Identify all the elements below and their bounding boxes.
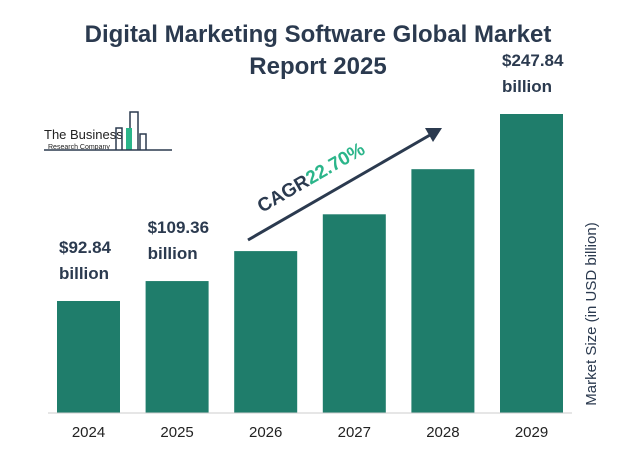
cagr-value: 22.70% bbox=[302, 139, 368, 189]
data-label-2029-line-1: $247.84 bbox=[502, 51, 564, 70]
bar-2024 bbox=[57, 300, 120, 413]
x-tick-2026: 2026 bbox=[249, 424, 282, 441]
logo-text-line-2: Research Company bbox=[48, 144, 110, 151]
bar-2026 bbox=[234, 251, 298, 413]
cagr-arrow-line bbox=[247, 133, 431, 242]
chart-title-line-1: Digital Marketing Software Global Market bbox=[85, 21, 552, 48]
x-tick-2029: 2029 bbox=[515, 424, 548, 441]
bar-2028 bbox=[411, 169, 475, 413]
x-tick-2024: 2024 bbox=[72, 424, 105, 441]
x-tick-2025: 2025 bbox=[160, 424, 193, 441]
chart-title-line-2: Report 2025 bbox=[249, 53, 386, 80]
bar-2027 bbox=[322, 214, 386, 413]
company-logo: The Business Research Company bbox=[44, 111, 172, 151]
bar-2029 bbox=[500, 114, 563, 413]
logo-text-line-1: The Business bbox=[44, 127, 123, 142]
data-label-2024-line-2: billion bbox=[59, 264, 109, 283]
x-tick-2027: 2027 bbox=[338, 424, 371, 441]
data-label-2025-line-1: $109.36 bbox=[148, 218, 209, 237]
data-label-2025-line-2: billion bbox=[148, 244, 198, 263]
x-tick-2028: 2028 bbox=[426, 424, 459, 441]
data-label-2024-line-1: $92.84 bbox=[59, 238, 112, 257]
logo-bars-icon bbox=[44, 111, 172, 151]
y-axis-label: Market Size (in USD billion) bbox=[583, 222, 600, 405]
data-label-2029-line-2: billion bbox=[502, 77, 552, 96]
bar-2025 bbox=[145, 281, 209, 413]
cagr-arrowhead-icon bbox=[425, 128, 442, 142]
cagr-label: CAGR bbox=[254, 171, 313, 217]
